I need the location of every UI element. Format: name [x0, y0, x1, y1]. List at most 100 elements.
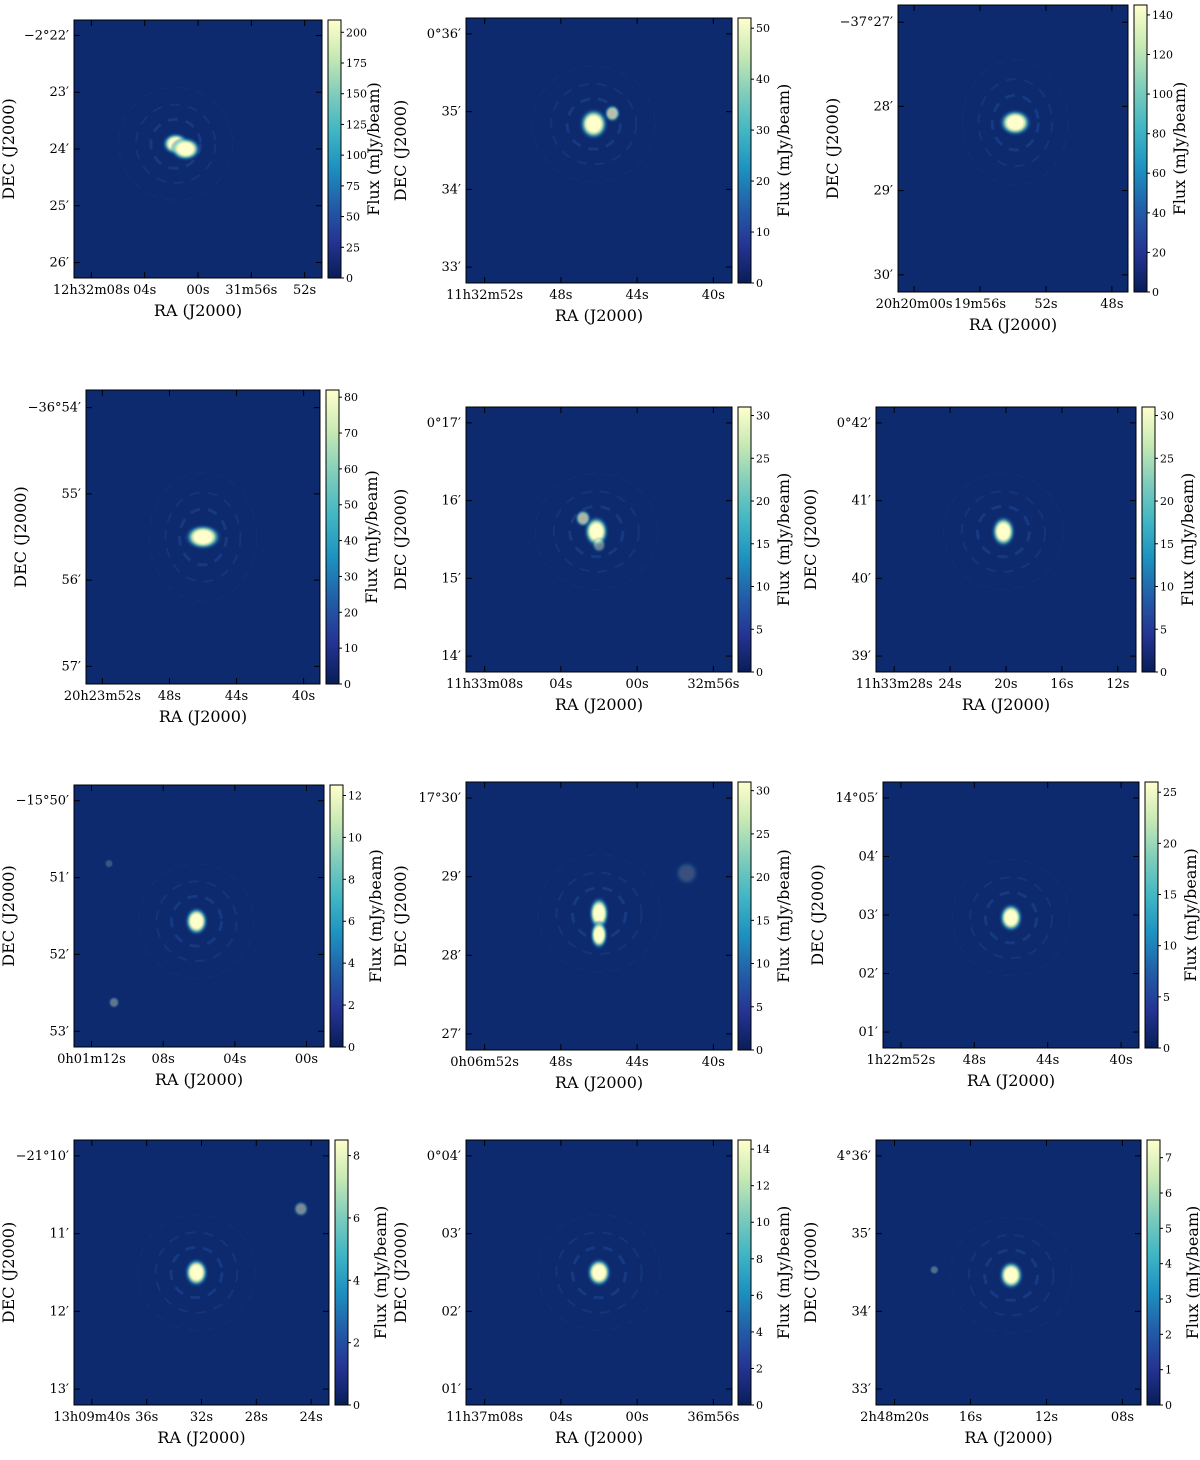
y-tick-label: 41′	[852, 494, 872, 509]
x-axis-label: RA (J2000)	[555, 1073, 643, 1092]
colorbar-tick-label: 5	[756, 623, 763, 636]
source-blob	[674, 860, 700, 886]
panel-image	[466, 18, 732, 283]
y-tick-label: 52′	[50, 947, 70, 962]
x-tick-label: 48s	[158, 689, 181, 704]
colorbar	[325, 389, 340, 685]
x-tick-label: 12s	[1106, 677, 1129, 692]
sidelobe-ring	[960, 490, 1047, 573]
y-axis-label: DEC (J2000)	[801, 489, 820, 590]
y-tick-label: 57′	[62, 659, 82, 674]
source-blob	[998, 108, 1032, 137]
colorbar-tick-label: 0	[756, 1044, 763, 1057]
y-tick-label: 29′	[442, 870, 462, 885]
sidelobe-ring	[137, 1214, 256, 1331]
y-tick-label: 04′	[859, 849, 879, 864]
colorbar-tick-label: 175	[346, 57, 367, 70]
y-tick-label: 35′	[852, 1227, 872, 1242]
colorbar-label: Flux (mJy/beam)	[774, 84, 793, 218]
x-tick-label: 04s	[549, 677, 572, 692]
y-tick-label: 25′	[50, 199, 70, 214]
colorbar	[334, 1139, 349, 1406]
sidelobe-ring	[550, 82, 638, 166]
sidelobe-ring	[148, 472, 258, 602]
x-axis-label: RA (J2000)	[555, 1428, 643, 1447]
y-tick-label: 51′	[50, 871, 70, 886]
x-tick-label: 11h32m52s	[446, 288, 523, 303]
colorbar-tick-label: 20	[344, 606, 358, 619]
colorbar-tick-label: 0	[353, 1399, 360, 1412]
colorbar-label: Flux (mJy/beam)	[1181, 848, 1200, 982]
colorbar-tick-label: 4	[756, 1326, 763, 1339]
sidelobe-ring	[967, 1233, 1055, 1317]
y-tick-label: 03′	[442, 1227, 462, 1242]
y-tick-label: −21°10′	[16, 1149, 69, 1164]
colorbar-tick-label: 10	[756, 958, 770, 971]
y-tick-label: 11′	[50, 1227, 70, 1242]
y-tick-label: −36°54′	[28, 401, 81, 416]
y-tick-label: 34′	[442, 182, 462, 197]
y-tick-label: 01′	[859, 1025, 879, 1040]
y-axis-label: DEC (J2000)	[801, 1222, 820, 1323]
x-tick-label: 48s	[549, 1055, 572, 1070]
colorbar-tick-label: 30	[756, 410, 770, 423]
colorbar-tick-label: 100	[346, 149, 367, 162]
sidelobe-ring	[983, 1248, 1040, 1302]
colorbar-tick-label: 40	[1152, 207, 1166, 220]
colorbar-tick-label: 20	[1163, 837, 1177, 850]
colorbar-tick-label: 20	[756, 871, 770, 884]
y-tick-label: 13′	[50, 1382, 70, 1397]
y-tick-label: 14′	[442, 649, 462, 664]
colorbar-tick-label: 40	[344, 535, 358, 548]
colorbar-label: Flux (mJy/beam)	[774, 849, 793, 983]
x-tick-label: 31m56s	[225, 283, 277, 298]
y-axis-label: DEC (J2000)	[0, 865, 18, 966]
y-axis-label: DEC (J2000)	[823, 98, 842, 199]
panel-7: 0h01m12s 08s 04s 00s −15°50′ 51′ 52′ 53′ RA (J20…	[0, 784, 385, 1089]
x-tick-label: 44s	[626, 1055, 649, 1070]
source-blob	[998, 1260, 1024, 1290]
x-tick-label: 48s	[549, 288, 572, 303]
panel-frame	[465, 406, 733, 673]
colorbar-label: Flux (mJy/beam)	[1178, 473, 1197, 607]
sidelobe-ring	[155, 880, 238, 963]
panel-12: 2h48m20s 16s 12s 08s 4°36′ 35′ 34′ 33′ RA (J2000…	[801, 1139, 1200, 1447]
x-axis-label: RA (J2000)	[555, 306, 643, 325]
source-blob	[990, 515, 1016, 548]
sidelobe-ring	[951, 859, 1071, 977]
sidelobe-ring	[555, 1231, 643, 1314]
x-tick-label: 36m56s	[687, 1410, 739, 1425]
y-tick-label: −15°50′	[16, 794, 69, 809]
x-tick-label: 52s	[1034, 297, 1057, 312]
x-tick-label: 40s	[702, 288, 725, 303]
y-tick-label: 01′	[442, 1382, 462, 1397]
y-tick-label: −2°22′	[24, 28, 69, 43]
panel-4: 20h23m52s 48s 44s 40s −36°54′ 55′ 56′ 57′ RA (J2…	[11, 389, 381, 726]
sidelobe-ring	[170, 894, 223, 948]
y-axis-label: DEC (J2000)	[808, 864, 827, 965]
x-tick-label: 1h22m52s	[867, 1053, 936, 1068]
sidelobe-ring	[975, 504, 1031, 559]
colorbar-tick-label: 6	[348, 915, 355, 928]
colorbar-tick-label: 10	[756, 1216, 770, 1229]
colorbar-tick-label: 0	[348, 1041, 355, 1054]
colorbar-tick-label: 25	[346, 241, 360, 254]
y-tick-label: 33′	[442, 260, 462, 275]
colorbar-tick-label: 2	[756, 1362, 763, 1375]
source-blob	[998, 902, 1024, 933]
colorbar-tick-label: 50	[344, 499, 358, 512]
y-tick-label: 28′	[874, 99, 894, 114]
y-tick-label: 26′	[50, 256, 70, 271]
panel-frame	[897, 4, 1129, 293]
x-tick-label: 00s	[295, 1052, 318, 1067]
sidelobe-ring	[178, 507, 228, 567]
x-tick-label: 08s	[152, 1052, 175, 1067]
colorbar-tick-label: 8	[353, 1150, 360, 1163]
x-tick-label: 20h20m00s	[876, 297, 953, 312]
sidelobe-ring	[537, 854, 661, 973]
x-axis-label: RA (J2000)	[962, 695, 1050, 714]
y-tick-label: 24′	[50, 142, 70, 157]
colorbar-tick-label: 25	[1160, 452, 1174, 465]
panel-6: 11h33m28s 24s 20s 16s 12s 0°42′ 41′ 40′ 39′ RA (J…	[801, 406, 1197, 714]
